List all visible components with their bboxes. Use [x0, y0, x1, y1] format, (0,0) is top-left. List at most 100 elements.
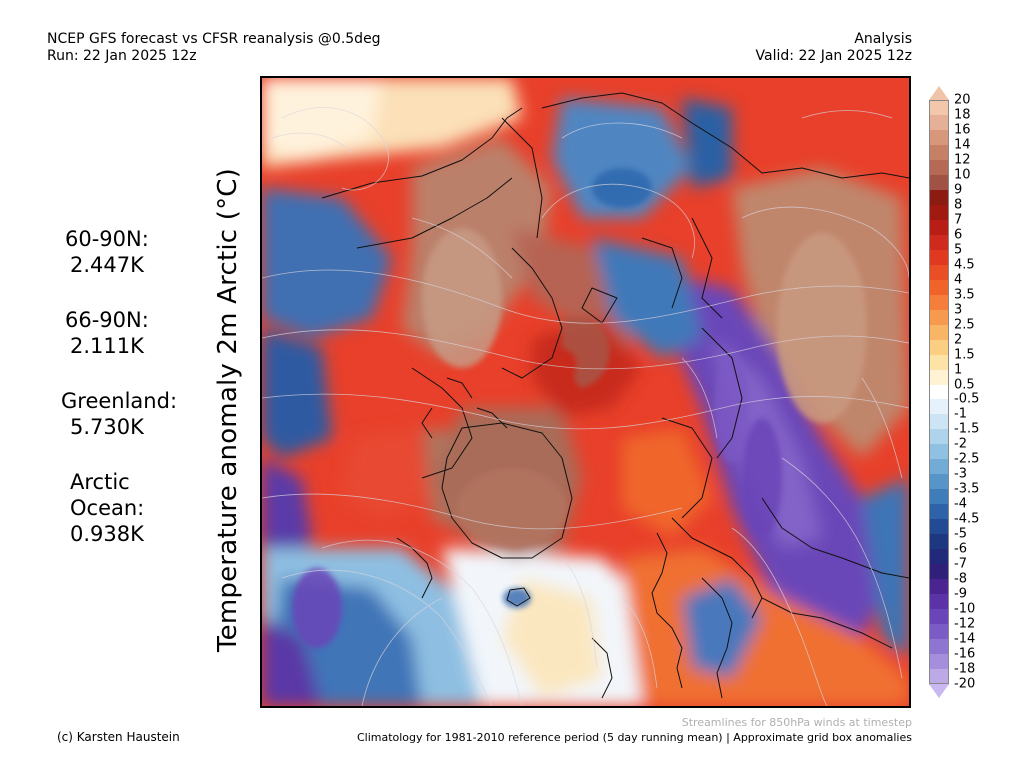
colorbar-tick-label: 14 — [954, 137, 971, 153]
colorbar-cell — [929, 309, 949, 326]
colorbar-cell — [929, 204, 949, 221]
colorbar-tick-label: -4.5 — [954, 511, 980, 527]
colorbar-cell — [929, 444, 949, 460]
stat-greenland: Greenland: 5.730K — [61, 388, 177, 440]
colorbar-cell — [929, 219, 949, 236]
colorbar-tick-label: 7 — [954, 212, 963, 228]
colorbar-tick-label: 2.5 — [954, 317, 975, 333]
colorbar-tick-label: -8 — [954, 571, 967, 587]
colorbar-tick-label: -0.5 — [954, 391, 980, 407]
stat-label-2: Ocean: — [70, 496, 145, 520]
colorbar-cell — [929, 549, 949, 565]
run-time: Run: 22 Jan 2025 12z — [47, 48, 197, 64]
variable-label: Temperature anomaly 2m Arctic (°C) — [213, 168, 243, 652]
stat-60-90n: 60-90N: 2.447K — [65, 226, 149, 278]
stat-label: 66-90N: — [65, 308, 149, 332]
colorbar-tick-label: -4 — [954, 496, 967, 512]
wind-streamlines — [262, 107, 909, 706]
header-left: NCEP GFS forecast vs CFSR reanalysis @0.… — [47, 31, 381, 65]
colorbar-tick-label: -1.5 — [954, 421, 980, 437]
analysis-label: Analysis — [854, 31, 912, 47]
colorbar-tick-label: 5 — [954, 242, 963, 258]
colorbar-cell — [929, 519, 949, 535]
colorbar-tick-label: 1.5 — [954, 347, 975, 363]
colorbar-cell — [929, 609, 949, 625]
colorbar-cell — [929, 189, 949, 206]
colorbar-tick-label: 20 — [954, 92, 971, 108]
stat-arctic-ocean: Arctic Ocean: 0.938K — [70, 469, 144, 547]
colorbar-tick-label: -3.5 — [954, 481, 980, 497]
colorbar-cell — [929, 459, 949, 475]
colorbar-tick-label: -1 — [954, 406, 967, 422]
colorbar-top-arrow — [929, 86, 949, 100]
colorbar-tick-label: -10 — [954, 601, 976, 617]
stat-value: 2.447K — [70, 253, 144, 277]
colorbar-tick-label: -2.5 — [954, 451, 980, 467]
colorbar-cell — [929, 399, 949, 416]
colorbar-tick-label: 10 — [954, 167, 971, 183]
colorbar-cell — [929, 534, 949, 550]
stat-value: 0.938K — [70, 522, 144, 546]
colorbar-tick-label: 1 — [954, 362, 963, 378]
colorbar-tick-label: 3.5 — [954, 287, 975, 303]
colorbar-cell — [929, 414, 949, 431]
colorbar-cell — [929, 504, 949, 520]
colorbar-tick-label: -12 — [954, 616, 976, 632]
colorbar-tick-label: -18 — [954, 661, 976, 677]
header-right: Analysis Valid: 22 Jan 2025 12z — [756, 31, 912, 65]
map-title: NCEP GFS forecast vs CFSR reanalysis @0.… — [47, 31, 381, 47]
anomaly-detail — [292, 168, 867, 648]
colorbar-cell — [929, 294, 949, 311]
colorbar-cell — [929, 234, 949, 251]
colorbar-cell — [929, 594, 949, 610]
colorbar-tick-label: 2 — [954, 332, 963, 348]
colorbar-tick-label: -20 — [954, 676, 976, 692]
colorbar-cell — [929, 579, 949, 595]
colorbar-tick-label: 4 — [954, 272, 963, 288]
colorbar-cell — [929, 654, 949, 670]
stat-66-90n: 66-90N: 2.111K — [65, 307, 149, 359]
climatology-note: Climatology for 1981-2010 reference peri… — [356, 731, 912, 744]
colorbar-tick-label: 18 — [954, 107, 971, 123]
colorbar-cell — [929, 624, 949, 640]
colorbar-tick-label: 16 — [954, 122, 971, 138]
streamline-note: Streamlines for 850hPa winds at timestep — [681, 716, 912, 729]
colorbar-tick-label: -14 — [954, 631, 976, 647]
stat-label: 60-90N: — [65, 227, 149, 251]
colorbar-tick-label: 9 — [954, 182, 963, 198]
colorbar-tick-label: 8 — [954, 197, 963, 213]
valid-time: Valid: 22 Jan 2025 12z — [755, 48, 912, 64]
colorbar-cell — [929, 669, 949, 685]
colorbar-tick-label: 12 — [954, 152, 971, 168]
colorbar-tick-label: 6 — [954, 227, 963, 243]
colorbar-cell — [929, 264, 949, 281]
colorbar-cell — [929, 279, 949, 296]
colorbar-cell — [929, 429, 949, 445]
coastlines — [321, 92, 909, 699]
colorbar — [929, 88, 949, 685]
stat-label: Arctic — [70, 470, 130, 494]
colorbar-cell — [929, 474, 949, 490]
stat-label: Greenland: — [61, 389, 178, 413]
colorbar-tick-label: -6 — [954, 541, 967, 557]
colorbar-tick-label: -7 — [954, 556, 967, 572]
colorbar-tick-label: -2 — [954, 436, 967, 452]
colorbar-cell — [929, 384, 949, 401]
colorbar-cell — [929, 339, 949, 356]
colorbar-cell — [929, 100, 949, 116]
colorbar-tick-label: 0.5 — [954, 377, 975, 392]
colorbar-tick-label: -5 — [954, 526, 967, 542]
stat-value: 2.111K — [70, 334, 144, 358]
colorbar-cell — [929, 249, 949, 266]
colorbar-cell — [929, 354, 949, 371]
colorbar-tick-label: 4.5 — [954, 257, 975, 273]
colorbar-tick-label: 3 — [954, 302, 963, 318]
colorbar-cell — [929, 564, 949, 580]
anomaly-map — [260, 76, 911, 708]
colorbar-cell — [929, 114, 949, 131]
colorbar-cell — [929, 324, 949, 341]
colorbar-tick-label: -16 — [954, 646, 976, 662]
colorbar-tick-label: -3 — [954, 466, 967, 482]
colorbar-cell — [929, 369, 949, 386]
colorbar-cell — [929, 159, 949, 176]
